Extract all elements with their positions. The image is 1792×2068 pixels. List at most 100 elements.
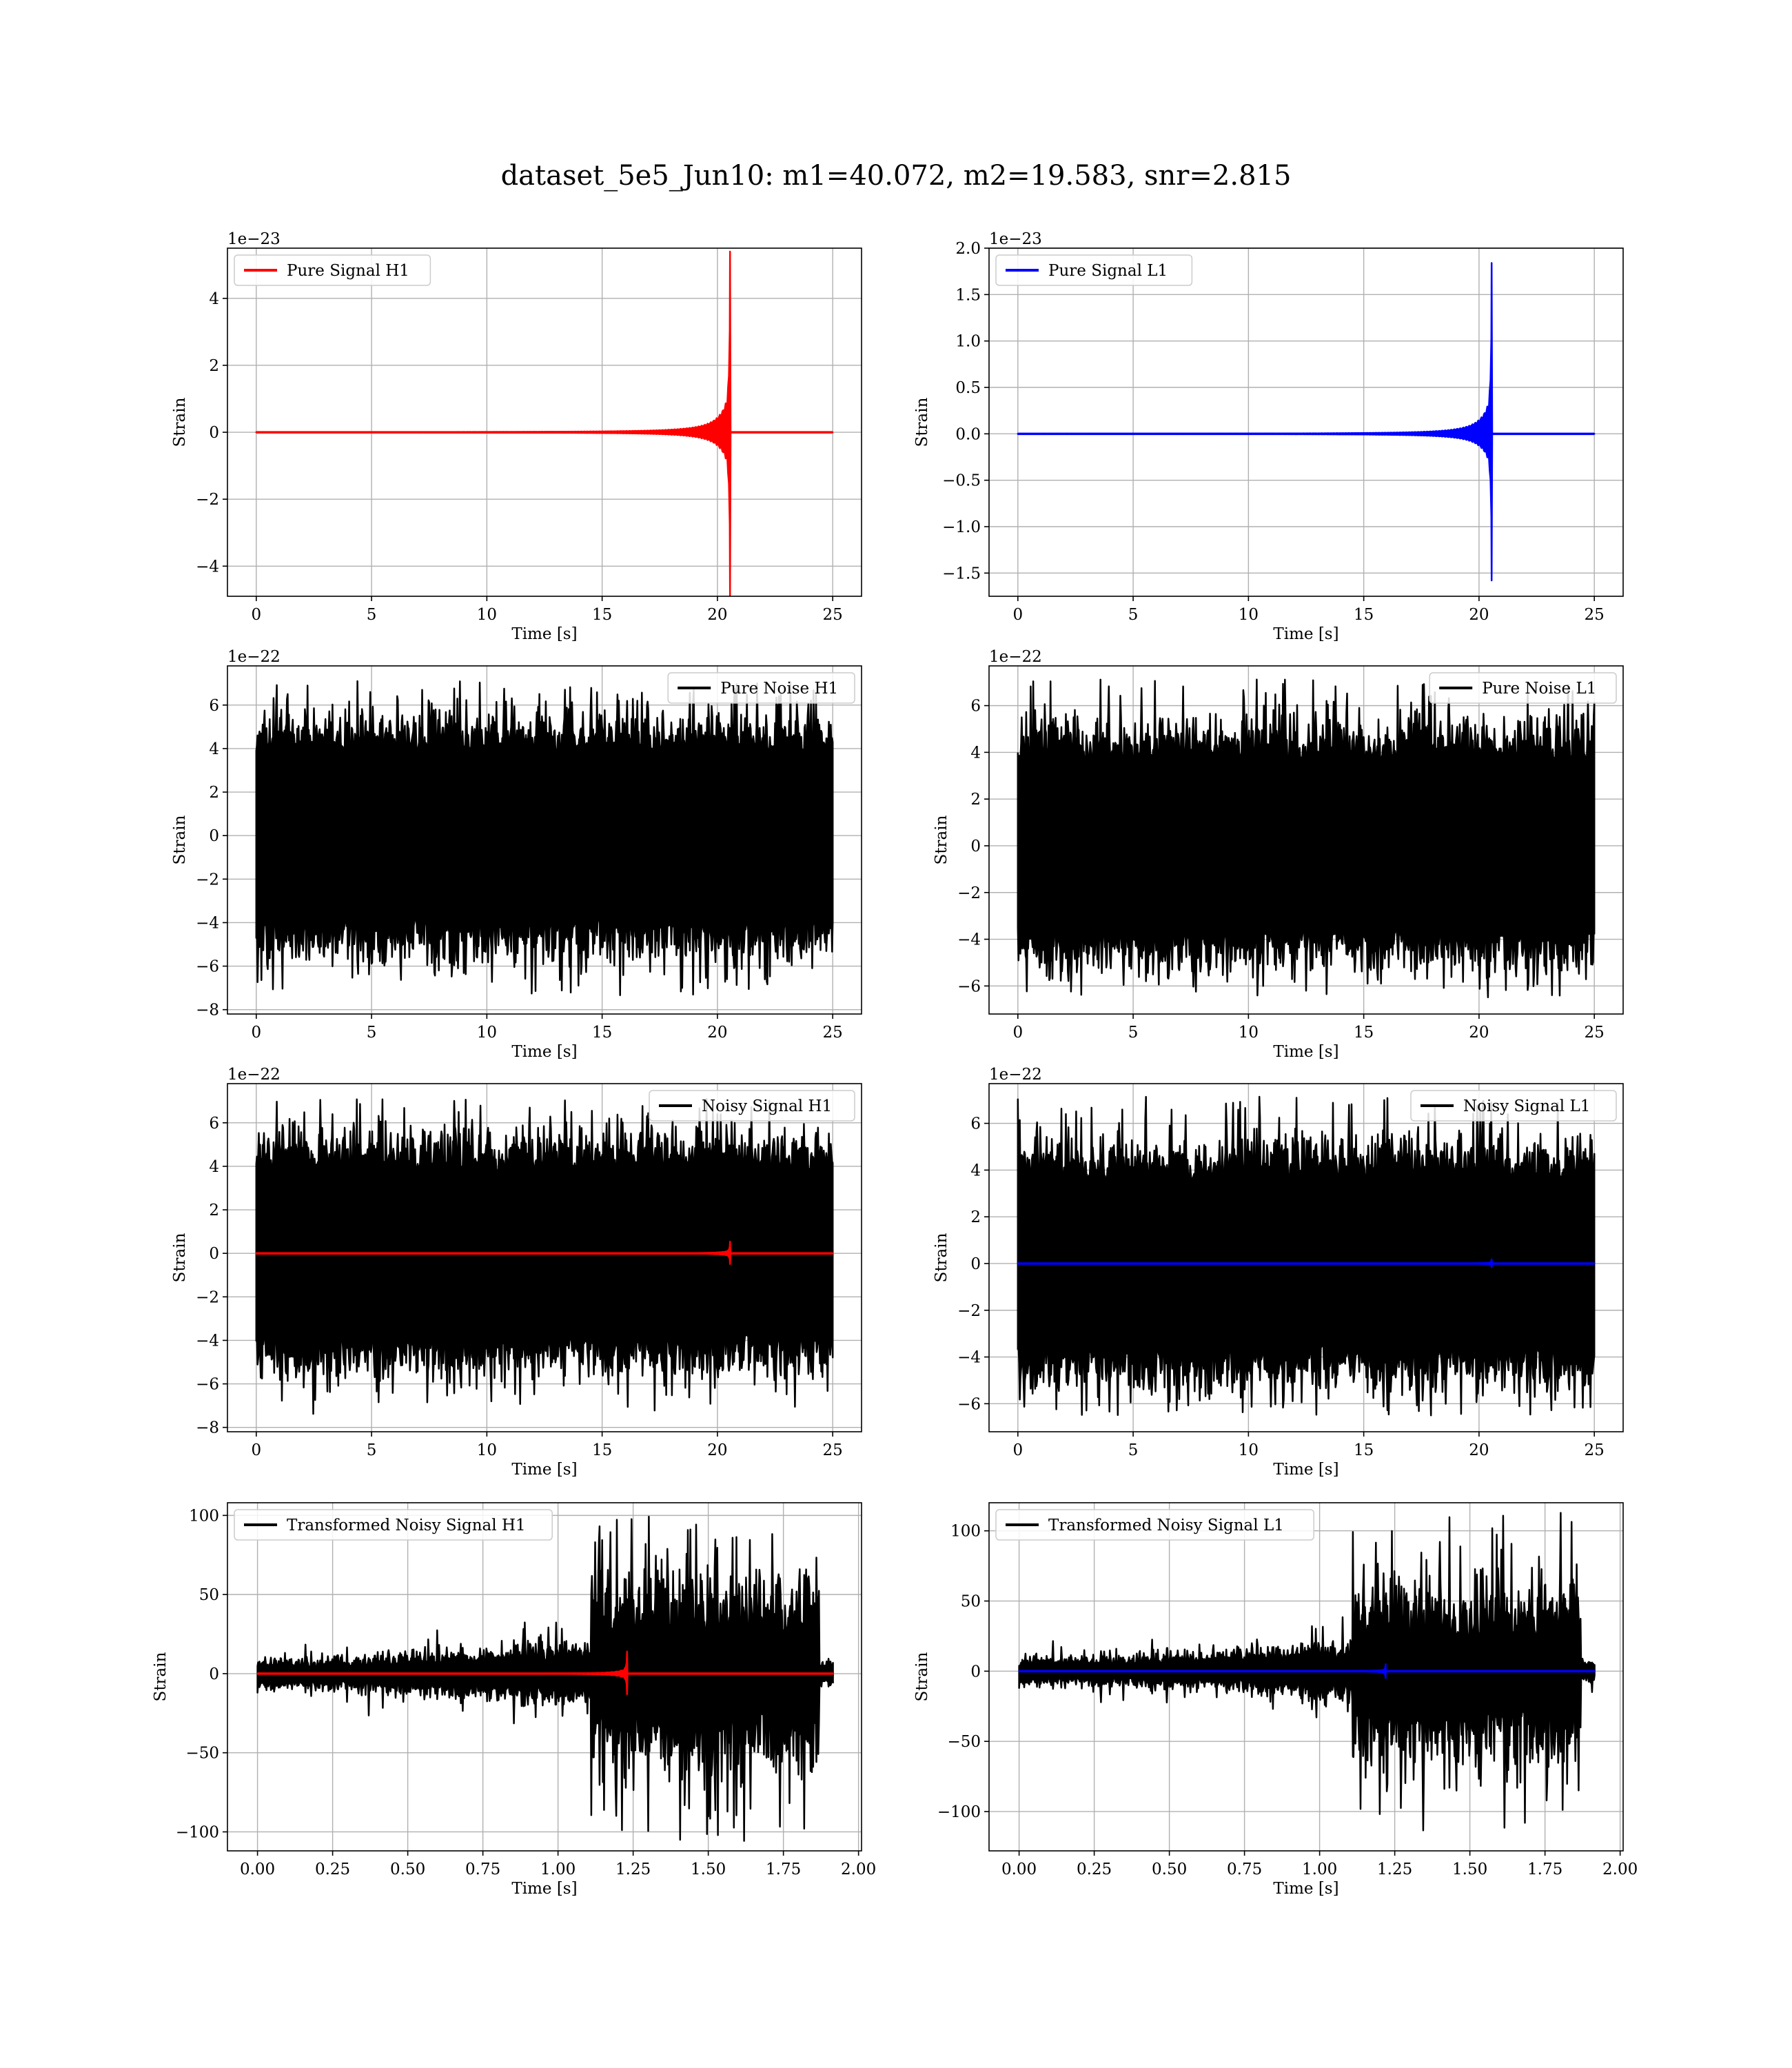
ticks: 0.00 0.25 0.50 0.75 1.00 1.25 1.50 1.75 2.00 −100… bbox=[176, 1507, 876, 1878]
x-tick-label: 25 bbox=[1585, 1441, 1605, 1459]
legend: Pure Signal L1 bbox=[995, 254, 1193, 286]
legend-label: Pure Signal H1 bbox=[287, 262, 409, 280]
plot-area bbox=[1017, 262, 1596, 582]
x-axis-label: Time [s] bbox=[511, 1880, 577, 1898]
y-tick-label: −4 bbox=[957, 931, 981, 949]
y-tick-label: 6 bbox=[209, 697, 219, 715]
x-tick-label: 0.75 bbox=[465, 1861, 500, 1878]
y-tick-label: −100 bbox=[176, 1823, 219, 1841]
x-tick-label: 2.00 bbox=[841, 1861, 876, 1878]
x-tick-label: 10 bbox=[477, 606, 497, 624]
plot-area bbox=[255, 250, 834, 596]
series-envelope bbox=[255, 680, 834, 997]
y-tick-label: 0.5 bbox=[955, 379, 981, 397]
x-axis-label: Time [s] bbox=[1273, 1461, 1338, 1479]
ticks: 0 5 10 15 20 25 −8 −6 −4 −2 0 2 4 6 bbox=[196, 1115, 843, 1459]
x-axis-label: Time [s] bbox=[1273, 1043, 1338, 1061]
x-tick-label: 15 bbox=[1354, 1024, 1374, 1042]
axes-frame bbox=[988, 1502, 1624, 1852]
x-tick-label: 25 bbox=[823, 606, 843, 624]
legend-label: Noisy Signal H1 bbox=[702, 1097, 832, 1115]
plot-area bbox=[1017, 678, 1596, 999]
figure-title: dataset_5e5_Jun10: m1=40.072, m2=19.583,… bbox=[501, 160, 1292, 192]
offset-text: 1e−23 bbox=[227, 230, 281, 248]
legend: Noisy Signal H1 bbox=[649, 1090, 855, 1122]
x-tick-label: 5 bbox=[1128, 1024, 1139, 1042]
series-envelope bbox=[255, 1097, 834, 1415]
y-tick-label: 6 bbox=[970, 698, 981, 716]
x-tick-label: 10 bbox=[1239, 1024, 1259, 1042]
y-tick-label: −4 bbox=[196, 558, 219, 576]
x-tick-label: 10 bbox=[477, 1441, 497, 1459]
legend-label: Pure Noise L1 bbox=[1482, 680, 1596, 698]
x-tick-label: 0 bbox=[251, 1441, 261, 1459]
axes-frame bbox=[227, 665, 862, 1015]
x-tick-label: 0 bbox=[251, 1024, 261, 1042]
x-tick-label: 1.75 bbox=[766, 1861, 801, 1878]
x-axis-label: Time [s] bbox=[511, 1461, 577, 1479]
x-tick-label: 1.25 bbox=[615, 1861, 651, 1878]
offset-text: 1e−22 bbox=[989, 1066, 1042, 1084]
x-tick-label: 0.50 bbox=[390, 1861, 425, 1878]
x-tick-label: 0 bbox=[1012, 1024, 1023, 1042]
y-tick-label: 0 bbox=[209, 1665, 219, 1683]
x-tick-label: 0.25 bbox=[315, 1861, 350, 1878]
axes-frame bbox=[227, 1502, 862, 1852]
x-tick-label: 10 bbox=[1239, 606, 1259, 624]
y-axis-label: Strain bbox=[171, 815, 189, 864]
y-tick-label: 0.0 bbox=[955, 425, 981, 443]
x-tick-label: 25 bbox=[823, 1024, 843, 1042]
y-tick-label: 0 bbox=[209, 1245, 219, 1263]
x-tick-label: 5 bbox=[1128, 1441, 1139, 1459]
x-tick-label: 0 bbox=[1012, 1441, 1023, 1459]
ticks: 0 5 10 15 20 25 −8 −6 −4 −2 0 2 4 6 bbox=[196, 697, 843, 1042]
legend-label: Transformed Noisy Signal L1 bbox=[1048, 1517, 1284, 1534]
y-axis-label: Strain bbox=[152, 1652, 170, 1701]
x-tick-label: 20 bbox=[1469, 1441, 1489, 1459]
y-tick-label: −4 bbox=[196, 1332, 219, 1350]
x-tick-label: 0.25 bbox=[1077, 1861, 1112, 1878]
y-tick-label: 100 bbox=[950, 1523, 981, 1541]
y-tick-label: 2 bbox=[209, 784, 219, 802]
x-tick-label: 20 bbox=[1469, 606, 1489, 624]
y-tick-label: 1.0 bbox=[955, 333, 981, 351]
x-tick-label: 15 bbox=[1354, 1441, 1374, 1459]
y-tick-label: 2 bbox=[970, 1208, 981, 1226]
x-tick-label: 0.50 bbox=[1152, 1861, 1187, 1878]
series-overlay-1 bbox=[1017, 1258, 1596, 1268]
x-tick-label: 25 bbox=[1585, 606, 1605, 624]
ticks: 0 5 10 15 20 25 −4 −2 0 2 4 bbox=[196, 290, 843, 624]
legend-label: Pure Noise H1 bbox=[720, 680, 838, 698]
y-tick-label: 2 bbox=[209, 357, 219, 375]
y-tick-label: 0 bbox=[209, 424, 219, 442]
y-tick-label: −100 bbox=[937, 1803, 981, 1821]
y-tick-label: 6 bbox=[970, 1115, 981, 1133]
x-tick-label: 0 bbox=[1012, 606, 1023, 624]
y-tick-label: −2 bbox=[196, 871, 219, 889]
y-tick-label: 4 bbox=[970, 744, 981, 762]
legend-box bbox=[995, 1509, 1314, 1541]
x-tick-label: 20 bbox=[707, 606, 727, 624]
y-tick-label: −4 bbox=[957, 1349, 981, 1367]
x-tick-label: 15 bbox=[1354, 606, 1374, 624]
offset-text: 1e−22 bbox=[227, 648, 281, 666]
x-tick-label: 20 bbox=[707, 1024, 727, 1042]
x-tick-label: 0.00 bbox=[240, 1861, 275, 1878]
y-tick-label: −6 bbox=[957, 1395, 981, 1413]
x-tick-label: 25 bbox=[1585, 1024, 1605, 1042]
y-tick-label: 4 bbox=[209, 740, 219, 758]
panel-noisy-signal-l1: 0 5 10 15 20 25 −6 −4 −2 0 2 4 6 1e−22 Time [s] Strain N… bbox=[933, 1066, 1624, 1479]
ticks: 0 5 10 15 20 25 −6 −4 −2 0 2 4 6 bbox=[957, 698, 1605, 1042]
x-tick-label: 10 bbox=[477, 1024, 497, 1042]
y-axis-label: Strain bbox=[171, 1233, 189, 1282]
y-tick-label: 2 bbox=[209, 1202, 219, 1219]
series-pure-signal-l1 bbox=[1017, 262, 1596, 582]
x-tick-label: 2.00 bbox=[1602, 1861, 1638, 1878]
legend-box bbox=[995, 254, 1193, 286]
panel-pure-signal-h1: 0 5 10 15 20 25 −4 −2 0 2 4 1e−23 Time [s] Strain Pure… bbox=[171, 230, 862, 643]
x-axis-label: Time [s] bbox=[511, 1043, 577, 1061]
x-tick-label: 15 bbox=[592, 1441, 612, 1459]
legend-box bbox=[667, 672, 855, 704]
